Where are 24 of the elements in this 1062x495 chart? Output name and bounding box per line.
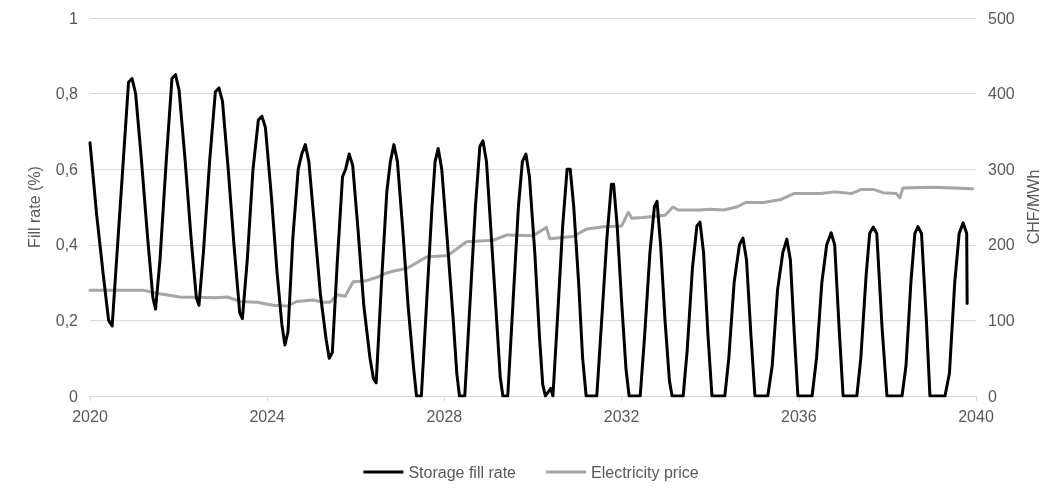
y-tick-label: 0,8: [55, 85, 79, 103]
y2-tick-label: 0: [988, 387, 997, 405]
y-tick-label: 0: [69, 387, 79, 405]
y-tick-label: 0,4: [55, 236, 79, 254]
x-tick-label: 2024: [249, 407, 286, 425]
y-axis-title: Fill rate (%): [25, 166, 43, 248]
x-tick-label: 2032: [603, 407, 640, 425]
legend-label: Storage fill rate: [408, 463, 517, 481]
legend-label: Electricity price: [591, 463, 699, 481]
y2-tick-label: 100: [988, 311, 1015, 329]
line-series: [88, 73, 969, 398]
y2-tick-label: 400: [988, 85, 1015, 103]
x-tick-label: 2036: [781, 407, 817, 425]
y2-tick-label: 200: [988, 236, 1015, 254]
y-tick-label: 1: [69, 9, 79, 27]
x-tick-label: 2040: [958, 407, 994, 425]
x-tick-label: 2020: [72, 407, 108, 425]
x-tick-label: 2028: [426, 407, 463, 425]
y2-tick-label: 500: [988, 9, 1015, 27]
y2-tick-label: 300: [988, 160, 1015, 178]
y2-axis-title: CHF/MWh: [1025, 169, 1043, 245]
y-tick-label: 0,2: [55, 311, 79, 329]
y-tick-label: 0,6: [55, 160, 79, 178]
line-series: [88, 185, 974, 308]
